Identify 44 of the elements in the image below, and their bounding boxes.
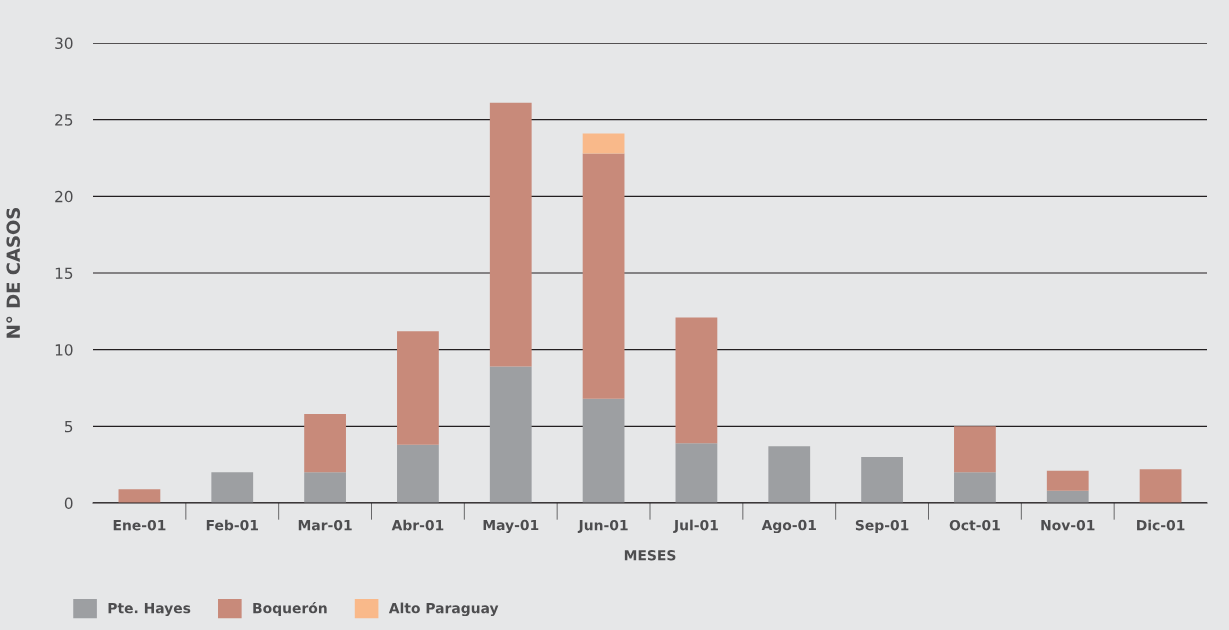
bar (304, 414, 346, 473)
y-tick-label: 5 (65, 421, 73, 433)
bar (1046, 490, 1089, 503)
x-tick-label: Ago-01 (761, 519, 816, 534)
bar (582, 153, 625, 399)
x-tick-label: Jul-01 (673, 519, 718, 533)
bar (1139, 469, 1182, 503)
bar (675, 443, 718, 503)
y-tick-label: 25 (55, 114, 73, 126)
y-axis-title: N° DE CASOS (6, 208, 21, 338)
bar (489, 366, 532, 503)
x-tick-label: Nov-01 (1041, 519, 1095, 531)
x-tick-label: Jun-01 (577, 519, 628, 533)
bar (582, 398, 625, 503)
bar (489, 102, 532, 367)
x-tick-label: Ene-01 (113, 519, 166, 531)
bar (582, 133, 625, 154)
bar (211, 472, 254, 503)
legend-label: Alto Paraguay (388, 602, 499, 617)
legend-label: Boquerón (253, 602, 327, 617)
y-tick-label: 15 (55, 267, 73, 280)
x-tick-label: Oct-01 (949, 519, 1000, 531)
legend-label: Pte. Hayes (108, 603, 191, 617)
bar (397, 331, 439, 445)
y-tick-label: 10 (55, 344, 73, 356)
bar (954, 472, 996, 503)
y-tick-label: 30 (55, 37, 73, 50)
y-tick-label: 20 (55, 190, 73, 203)
x-tick-label: Mar-01 (298, 519, 352, 531)
y-tick-label: 0 (64, 497, 73, 510)
bar (397, 444, 439, 503)
bar (304, 472, 346, 503)
bar (768, 446, 811, 503)
bar (1046, 470, 1089, 491)
x-tick-label: Abr-01 (391, 519, 444, 531)
x-axis-title: MESES (624, 550, 676, 561)
x-tick-label: Dic-01 (1137, 519, 1185, 531)
x-tick-label: Feb-01 (206, 519, 258, 531)
x-tick-label: May-01 (483, 519, 539, 534)
bar (954, 426, 996, 473)
bar (118, 489, 161, 503)
x-tick-label: Sep-01 (855, 519, 909, 534)
bar (675, 317, 718, 444)
bar (861, 457, 903, 503)
